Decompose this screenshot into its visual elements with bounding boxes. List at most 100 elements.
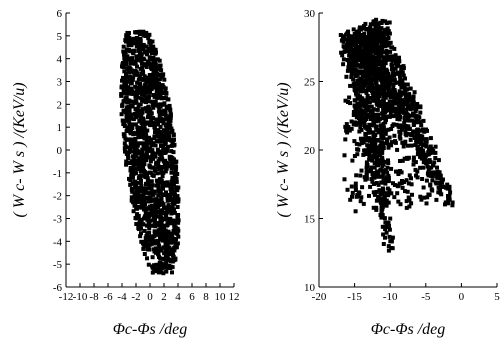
data-point [396,60,401,65]
data-point [407,98,412,103]
data-point [153,47,158,52]
data-point [384,140,389,145]
data-point [388,49,393,54]
data-point [411,111,415,116]
data-point [399,64,404,69]
data-point [428,136,433,141]
data-point [378,104,383,108]
data-point [379,197,384,202]
data-point [407,197,412,202]
data-point [133,193,138,198]
data-point [172,178,177,183]
data-point [139,128,144,133]
data-point [440,184,445,189]
data-point [419,197,424,202]
data-point [370,82,375,87]
data-point [139,231,143,236]
data-point [140,150,145,155]
data-point [411,94,416,99]
data-point [120,118,125,123]
data-point [378,213,383,217]
data-point [169,162,174,167]
data-point [365,96,370,101]
data-point [373,33,378,38]
data-point [170,265,175,270]
data-point [137,114,141,119]
data-point [163,109,168,114]
data-point [368,77,373,82]
data-point [145,223,150,228]
data-point [383,198,387,203]
x-tick-label: 4 [175,291,181,303]
data-point [157,81,161,86]
data-point [375,74,380,79]
data-point [173,243,178,248]
data-point [354,194,359,199]
y-tick-label: -4 [53,236,63,248]
data-point [161,117,166,122]
data-point [151,70,156,75]
data-point [169,211,174,216]
data-point [143,188,148,193]
data-point [134,159,139,164]
data-point [441,177,445,182]
data-point [393,109,398,114]
data-point [427,166,432,171]
data-point [369,104,374,109]
data-point [368,25,373,30]
data-point [148,196,153,201]
data-point [141,131,146,136]
data-point [131,91,136,96]
data-point [159,132,164,137]
data-point [364,106,369,111]
data-point [142,228,147,233]
data-point [418,133,423,138]
data-point [428,172,433,177]
x-tick-label: -5 [421,291,431,303]
data-point [378,27,383,32]
data-point [368,22,373,27]
data-point [396,103,401,108]
data-point [139,153,144,158]
data-point [136,186,141,190]
data-point [164,137,169,142]
data-point [409,143,414,148]
data-point [123,50,128,55]
data-point [145,243,150,248]
data-point [353,86,358,91]
data-point [347,95,352,100]
data-point [141,43,146,48]
data-point [375,97,380,102]
data-point [387,99,392,104]
data-point [148,64,153,69]
data-point [403,109,408,113]
data-point [159,116,164,121]
data-point [361,74,366,79]
data-point [389,140,394,145]
data-point [447,197,452,202]
data-point [156,240,161,245]
data-point [400,158,405,163]
data-point [435,174,440,178]
data-point [133,185,138,190]
data-point [358,64,363,69]
data-point [167,208,172,213]
data-point [372,182,376,186]
data-point [379,37,384,42]
data-point [363,88,368,93]
y-tick-label: 25 [304,77,316,89]
data-point [378,116,383,121]
data-point [174,237,178,241]
data-point [422,129,427,134]
data-point [374,30,379,35]
data-point [386,158,390,163]
data-point [408,86,413,91]
data-point [354,173,359,178]
data-point [161,159,166,164]
data-point [124,145,129,150]
data-point [344,74,349,79]
data-point [148,113,152,118]
data-point [398,82,403,87]
data-point [340,53,345,58]
data-point [145,52,149,57]
